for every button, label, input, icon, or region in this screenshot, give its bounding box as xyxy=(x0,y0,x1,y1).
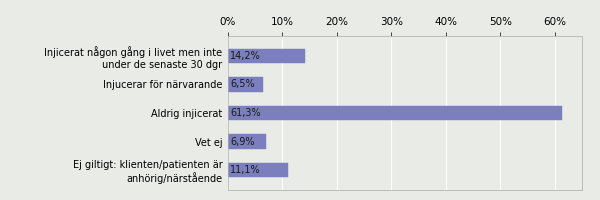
Bar xyxy=(228,49,305,63)
Text: 6,9%: 6,9% xyxy=(230,137,254,147)
Bar xyxy=(228,106,562,120)
Bar xyxy=(228,77,263,92)
Bar xyxy=(228,134,266,149)
Text: 14,2%: 14,2% xyxy=(230,51,261,61)
Text: 61,3%: 61,3% xyxy=(230,108,261,118)
Text: 6,5%: 6,5% xyxy=(230,79,255,89)
Text: 11,1%: 11,1% xyxy=(230,165,261,175)
Bar xyxy=(228,163,289,177)
